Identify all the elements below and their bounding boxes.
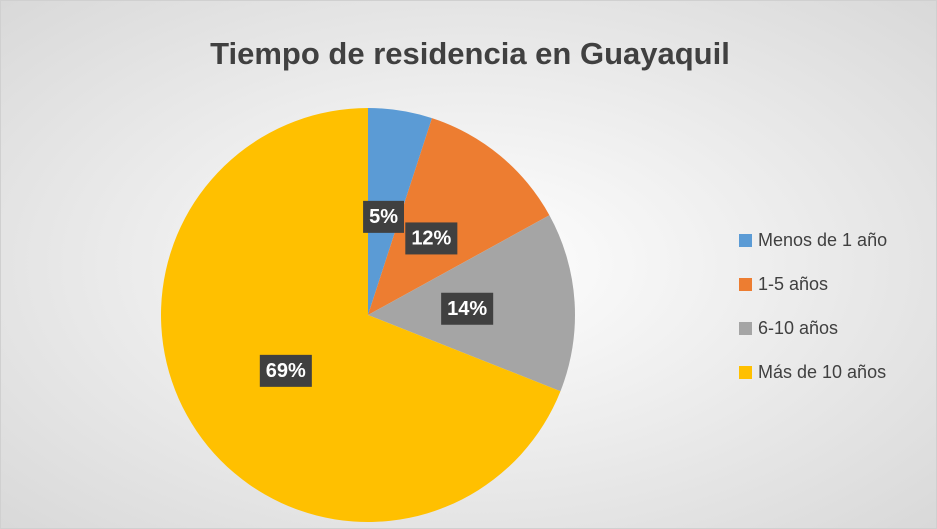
data-label-box [441, 292, 494, 325]
data-label: 12% [411, 228, 451, 250]
data-label: 69% [266, 360, 306, 382]
legend-swatch [739, 278, 752, 291]
legend-swatch [739, 234, 752, 247]
legend-label: Menos de 1 año [758, 230, 887, 250]
legend-label: 1-5 años [758, 274, 828, 294]
legend-swatch [739, 322, 752, 335]
pie-slice [160, 108, 561, 522]
chart-title: Tiempo de residencia en Guayaquil [210, 36, 730, 71]
data-label-box [363, 200, 404, 233]
data-label: 14% [447, 298, 487, 320]
legend-label: Más de 10 años [758, 362, 886, 382]
legend-label: 6-10 años [758, 318, 838, 338]
data-label-box [259, 354, 312, 387]
pie-slice [368, 118, 550, 315]
data-label: 5% [369, 206, 398, 228]
data-label-box [405, 222, 458, 255]
legend-swatch [739, 366, 752, 379]
